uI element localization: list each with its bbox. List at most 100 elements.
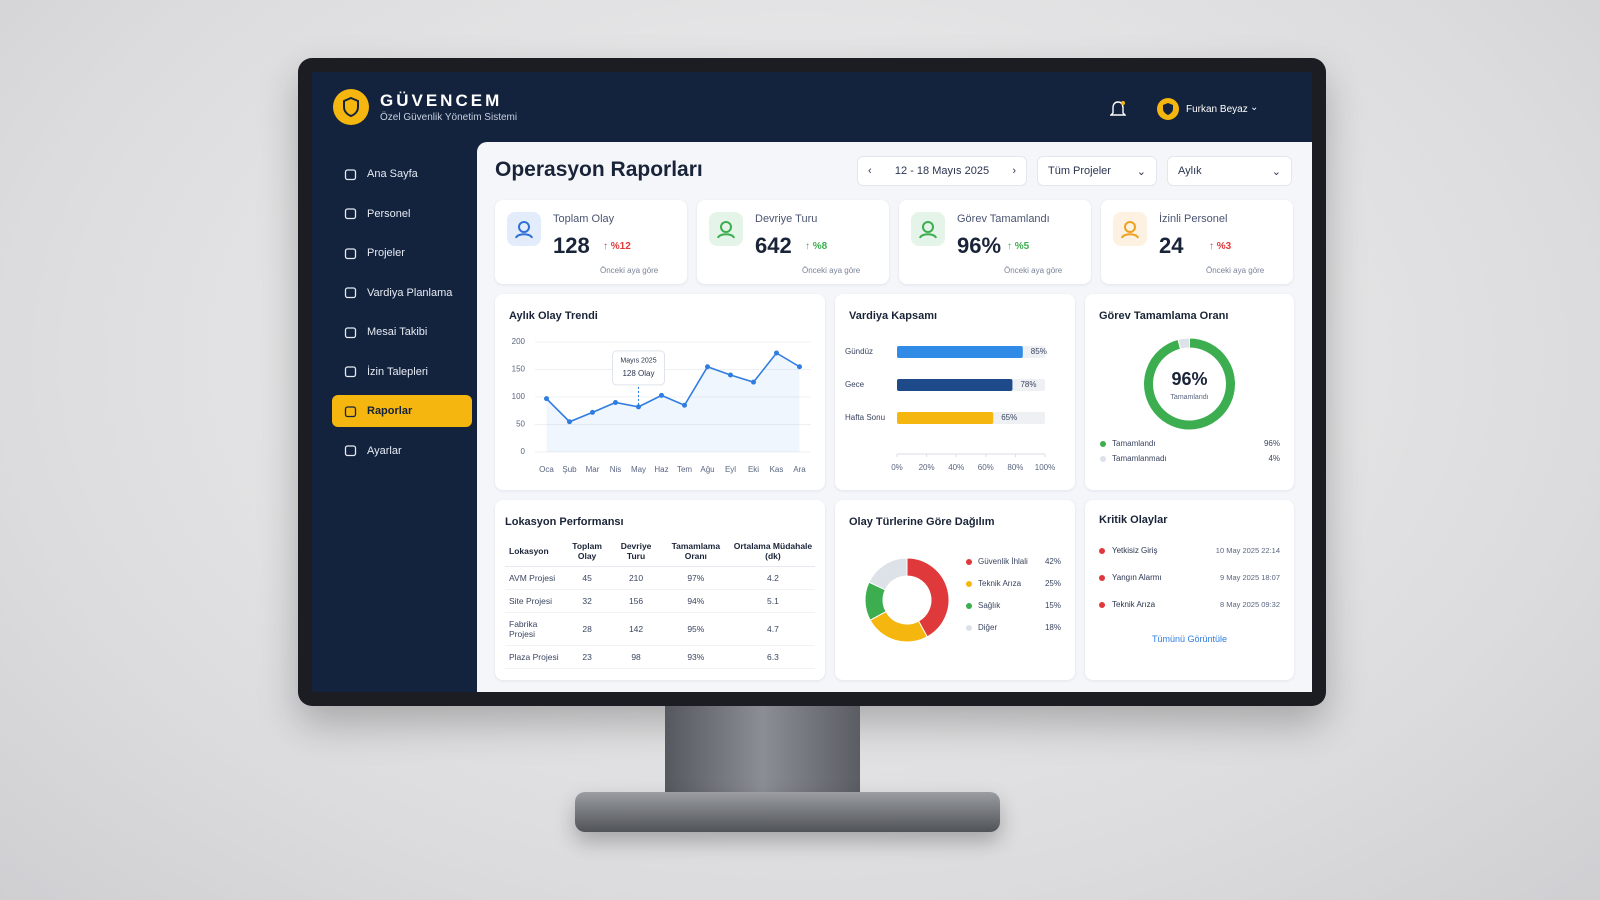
prev-button[interactable]: ‹ (868, 165, 872, 177)
kpi-label: Görev Tamamlandı (957, 213, 1050, 225)
nav-label: Vardiya Planlama (367, 286, 453, 299)
nav-icon (344, 445, 357, 457)
nav-label: Mesai Takibi (367, 326, 428, 338)
point (728, 372, 733, 378)
kpi-label: Toplam Olay (553, 213, 615, 225)
line (545, 351, 800, 423)
kpi-note: Önceki aya göre (1004, 266, 1063, 275)
event-name[interactable]: Yetkisiz Giriş (1112, 546, 1158, 555)
table-cell: 28 (562, 612, 612, 646)
area (546, 353, 800, 452)
table-cell: 6.3 (730, 645, 815, 669)
x-tick-label: Eyl (725, 465, 736, 474)
legend-value: 4% (1268, 454, 1280, 463)
date-range-picker[interactable]: ‹ 12 - 18 Mayıs 2025 › (857, 156, 1027, 186)
chart-svg: Aylık Olay Trendi 0 50 100 150 200 Oca Şub Mar Ni… (509, 310, 811, 474)
kpi-icon-shape (518, 221, 530, 233)
notification-bell[interactable] (1110, 100, 1126, 118)
sidebar: Ana Sayfa Personel Projeler Vardiya Planlam… (312, 142, 477, 692)
nav-icon-shape (344, 366, 357, 378)
nav-item[interactable]: Raporlar (332, 395, 472, 427)
nav-icon-shape (344, 247, 357, 259)
point (659, 392, 664, 398)
point (613, 400, 618, 405)
chart-svg: Görev Tamamlama Oranı Tamamlandı 96% Tamaml… (1099, 310, 1280, 463)
nav-item[interactable]: Projeler (332, 237, 472, 269)
nav-icon-shape (344, 326, 357, 338)
event-dot (1099, 548, 1105, 554)
period-filter[interactable]: Aylık ⌄ (1167, 156, 1292, 186)
view-all-link[interactable]: Tümünü Görüntüle (1151, 634, 1228, 644)
kpi-value: 128 (553, 233, 590, 258)
nav-icon (344, 168, 357, 180)
logo (333, 89, 369, 125)
table-cell: 5.1 (730, 589, 815, 613)
screen: GÜVENCEM Özel Güvenlik Yönetim Sistemi F… (312, 72, 1312, 692)
kpi-note: Önceki aya göre (802, 266, 861, 275)
legend-label: Sağlık (978, 601, 1001, 610)
kpi-icon (1113, 212, 1147, 246)
nav-icon (344, 247, 357, 259)
nav-icon (344, 326, 357, 338)
nav-label: Ana Sayfa (367, 168, 418, 180)
legend-swatch (966, 603, 972, 609)
nav-icon (344, 208, 357, 220)
next-button[interactable]: › (1012, 165, 1016, 177)
legend-value: 15% (1045, 601, 1061, 610)
kpi-icon-glyph (1121, 221, 1139, 239)
event-name[interactable]: Teknik Arıza (1112, 600, 1156, 609)
event-time: 9 May 2025 18:07 (1219, 573, 1280, 582)
nav-item[interactable]: İzin Talepleri (332, 356, 472, 388)
table-cell: 210 (611, 566, 661, 590)
category-label: Gece (845, 380, 865, 389)
table-cell: 4.2 (730, 566, 815, 590)
bar (897, 346, 1023, 358)
user-avatar[interactable] (1157, 98, 1179, 120)
table-cell: Fabrika Projesi (505, 612, 563, 646)
table-body: AVM Projesi 45 210 97% 4.2 Site Projesi 32 156 9… (505, 566, 815, 669)
column-header: Tamamlama Oranı (660, 536, 731, 567)
nav-item[interactable]: Ayarlar (332, 435, 472, 467)
kpi-icon-glyph (717, 221, 735, 239)
y-tick-label: 0 (521, 447, 526, 456)
project-filter[interactable]: Tüm Projeler ⌄ (1037, 156, 1157, 186)
table-cell: Site Projesi (505, 589, 563, 613)
nav-item[interactable]: Mesai Takibi (332, 316, 472, 348)
legend-label: Güvenlik İhlali (978, 557, 1028, 566)
x-tick-label: Kas (770, 465, 784, 474)
user-menu-caret[interactable]: ⌄ (1250, 102, 1259, 113)
chart-card: Olay Türlerine Göre Dağılım Güvenlik İhla… (835, 500, 1075, 680)
x-tick-label: 100% (1035, 463, 1055, 472)
event-time: 8 May 2025 09:32 (1219, 600, 1280, 609)
chart-title: Vardiya Kapsamı (849, 310, 937, 322)
event-time: 10 May 2025 22:14 (1215, 546, 1280, 555)
center-label: 96% (1171, 369, 1207, 389)
chart-card: Vardiya Kapsamı Gündüz 85% Gece 78% Hafta Son… (835, 294, 1075, 490)
table-cell: AVM Projesi (505, 566, 563, 590)
table-cell: 32 (562, 589, 612, 613)
value-label: 85% (1031, 347, 1047, 356)
kpi-change: ↑ %5 (1007, 241, 1030, 252)
legend-label: Tamamlandı (1112, 439, 1156, 448)
x-tick-label: Nis (610, 465, 622, 474)
chart-svg: Olay Türlerine Göre Dağılım Güvenlik İhla… (849, 516, 1061, 643)
nav-item[interactable]: Vardiya Planlama (332, 277, 472, 309)
x-tick-label: Mar (586, 465, 600, 474)
nav-item[interactable]: Personel (332, 198, 472, 230)
table-row: Fabrika Projesi 28 142 95% 4.7 (505, 612, 815, 646)
legend-label: Diğer (978, 623, 997, 632)
table-title: Lokasyon Performansı (505, 516, 624, 528)
y-tick-label: 150 (512, 365, 526, 374)
user-name[interactable]: Furkan Beyaz (1186, 104, 1248, 115)
x-tick-label: Haz (654, 465, 668, 474)
kpi-icon-shape (922, 221, 934, 233)
event-dot (1099, 602, 1105, 608)
nav-item[interactable]: Ana Sayfa (332, 158, 472, 190)
brand-subtitle: Özel Güvenlik Yönetim Sistemi (380, 112, 518, 123)
nav-label: Raporlar (367, 405, 413, 417)
event-name[interactable]: Yangın Alarmı (1112, 573, 1162, 582)
page-title: Operasyon Raporları (495, 158, 703, 181)
donut-slice (906, 557, 950, 638)
kpi-icon (709, 212, 743, 246)
